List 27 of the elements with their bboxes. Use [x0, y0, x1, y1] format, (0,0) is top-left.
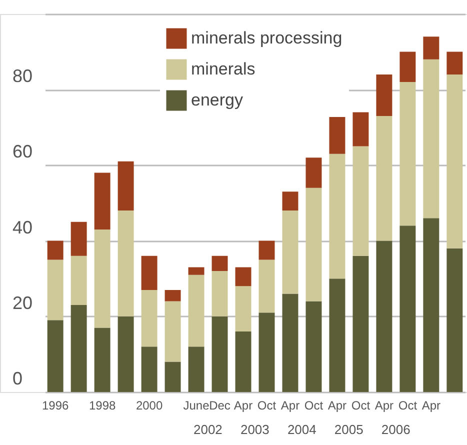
y-tick-label: 60: [12, 142, 33, 162]
text: 2003: [240, 422, 270, 437]
x-tick-label: June: [183, 398, 210, 412]
y-tick-label: 0: [12, 368, 23, 388]
legend-label: minerals: [191, 60, 256, 78]
x-tick-label: Apr: [422, 398, 441, 412]
text: 2005: [334, 422, 364, 437]
x-tick-label: Apr: [328, 398, 347, 412]
y-tick-label: 40: [12, 217, 33, 238]
x-tick-label: Apr: [280, 398, 300, 412]
x-tick-label: Apr: [234, 398, 253, 412]
x-tick-label: Oct: [304, 398, 324, 412]
x-tick-label: Oct: [398, 398, 418, 412]
legend-label: minerals processing: [191, 28, 342, 48]
y-tick-label: 80: [12, 66, 33, 86]
x-tick-label: 1998: [88, 398, 116, 412]
x-tick-label: 1996: [42, 398, 70, 412]
x-tick-label: Oct: [257, 398, 277, 412]
legend-label: energy: [191, 90, 244, 110]
x-tick-label: 2000: [136, 398, 163, 412]
text: 2004: [287, 422, 316, 437]
text: 2006: [381, 422, 410, 437]
text: 2002: [193, 422, 222, 437]
x-tick-label: Apr: [374, 398, 394, 412]
x-tick-label: Oct: [351, 398, 371, 412]
x-tick-label: Dec: [209, 398, 230, 412]
y-tick-label: 20: [12, 292, 33, 313]
